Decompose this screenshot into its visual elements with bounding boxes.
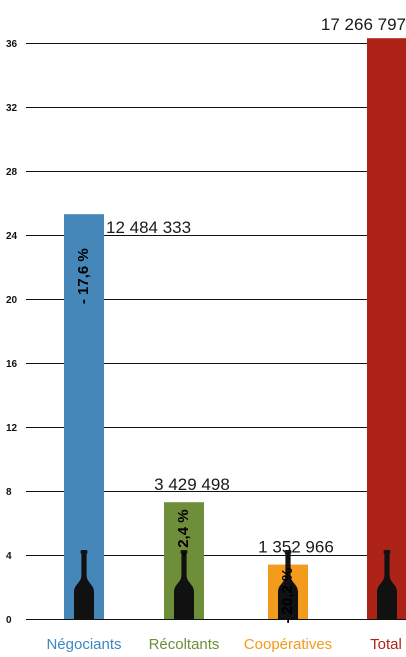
category-label: Récoltants bbox=[149, 636, 220, 653]
value-label: 3 429 498 bbox=[154, 475, 230, 494]
y-tick-label: 36 bbox=[6, 39, 18, 50]
value-label: 12 484 333 bbox=[106, 218, 191, 237]
category-label: Coopératives bbox=[244, 636, 332, 653]
y-tick-label: 32 bbox=[6, 103, 18, 114]
y-tick-label: 4 bbox=[6, 551, 12, 562]
labels: 12 484 333 - 17,6 % Négociants 3 429 498 - 2… bbox=[46, 15, 406, 653]
change-label: - 20,2 % bbox=[279, 568, 296, 624]
wine-bottle-icon bbox=[377, 552, 397, 619]
change-label: - 2,4 % bbox=[175, 509, 192, 557]
change-label: - 17,6 % bbox=[75, 248, 92, 304]
wine-bottle-icon bbox=[174, 552, 194, 619]
y-axis-ticks: 0 4 8 12 16 20 24 28 32 36 bbox=[6, 39, 18, 626]
wine-bottle-icon bbox=[74, 552, 94, 619]
y-tick-label: 0 bbox=[6, 615, 12, 626]
bottle-cap bbox=[80, 550, 88, 554]
bars bbox=[64, 38, 406, 619]
bottle-cap bbox=[383, 550, 391, 554]
value-label: 1 352 966 bbox=[258, 538, 334, 557]
bottle-cap bbox=[284, 550, 292, 554]
category-label: Total bbox=[370, 636, 402, 653]
y-tick-label: 16 bbox=[6, 359, 18, 370]
y-tick-label: 28 bbox=[6, 167, 18, 178]
bottle-cap bbox=[180, 550, 188, 554]
y-tick-label: 20 bbox=[6, 295, 18, 306]
y-tick-label: 24 bbox=[6, 231, 18, 242]
y-tick-label: 12 bbox=[6, 423, 18, 434]
bar bbox=[367, 38, 406, 619]
wine-bottle-icon bbox=[278, 552, 298, 619]
value-label: 17 266 797 bbox=[321, 15, 406, 34]
category-label: Négociants bbox=[46, 636, 121, 653]
y-tick-label: 8 bbox=[6, 487, 12, 498]
